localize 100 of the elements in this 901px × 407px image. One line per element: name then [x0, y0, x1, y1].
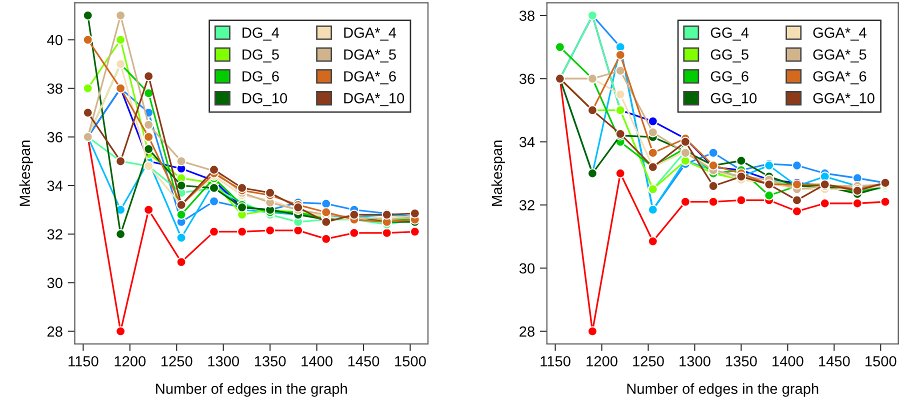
- point: [236, 226, 248, 237]
- legend-label: DG_10: [242, 93, 288, 106]
- point: [792, 160, 802, 171]
- point: [615, 89, 626, 100]
- point: [349, 228, 360, 238]
- point: [176, 180, 186, 191]
- point: [648, 148, 658, 158]
- point: [236, 182, 248, 194]
- x-tick-label: 1150: [68, 356, 98, 366]
- point: [265, 225, 276, 236]
- y-tick-label: 38: [47, 83, 62, 94]
- point: [349, 210, 360, 220]
- x-tick-label: 1250: [162, 356, 192, 366]
- legend-label: DG_4: [242, 28, 280, 41]
- point: [208, 226, 220, 237]
- x-tick-label: 1200: [586, 356, 618, 366]
- point: [176, 232, 186, 243]
- legend-label: GGA*_10: [813, 93, 874, 106]
- x-axis-title: Number of edges in the graph: [156, 383, 347, 397]
- legend-label: DG_5: [242, 49, 279, 62]
- y-tick-label: 30: [47, 278, 62, 288]
- point: [321, 234, 332, 244]
- x-tick-label: 1300: [680, 356, 710, 366]
- point: [615, 168, 626, 178]
- y-tick-label: 36: [519, 74, 534, 84]
- point: [648, 236, 658, 246]
- point: [116, 326, 126, 336]
- point: [144, 204, 154, 215]
- legend-label: GG_10: [710, 93, 757, 106]
- y-tick-label: 34: [47, 180, 63, 191]
- legend-label: DGA*_5: [344, 49, 396, 62]
- point: [293, 225, 304, 236]
- point: [176, 210, 186, 220]
- legend-label: GGA*_4: [813, 28, 866, 41]
- point: [410, 226, 420, 237]
- x-tick-label: 1300: [208, 356, 239, 366]
- point: [764, 190, 774, 201]
- point: [820, 198, 830, 208]
- point: [265, 188, 276, 198]
- point: [82, 10, 93, 21]
- point: [852, 198, 862, 208]
- point: [144, 132, 154, 142]
- legend-label: DGA*_6: [344, 71, 396, 84]
- x-tick-label: 1500: [866, 356, 896, 366]
- y-tick-label: 40: [47, 34, 62, 46]
- point: [708, 148, 718, 158]
- x-tick-label: 1250: [633, 356, 664, 366]
- y-axis-title: Makespan: [491, 140, 505, 206]
- point: [410, 208, 420, 219]
- legend-label: GG_5: [710, 49, 748, 62]
- legend-label: DGA*_10: [344, 93, 404, 106]
- y-tick-label: 30: [519, 263, 535, 274]
- x-tick-label: 1400: [302, 356, 332, 366]
- point: [680, 196, 690, 207]
- y-tick-label: 28: [520, 326, 534, 337]
- x-tick-label: 1400: [772, 356, 804, 366]
- y-tick-label: 32: [47, 229, 62, 240]
- y-tick-label: 34: [519, 136, 535, 148]
- point: [293, 202, 304, 212]
- point: [82, 34, 93, 45]
- point: [615, 66, 626, 76]
- legend-label: DG_6: [242, 71, 279, 84]
- y-axis-title: Makespan: [19, 140, 33, 206]
- legend-label: GG_4: [710, 28, 749, 41]
- point: [176, 256, 186, 268]
- y-tick-label: 36: [47, 132, 62, 142]
- point: [382, 228, 392, 238]
- x-tick-label: 1350: [254, 356, 286, 366]
- point: [587, 326, 598, 336]
- point: [144, 71, 154, 82]
- point: [736, 156, 746, 166]
- x-tick-label: 1350: [726, 356, 757, 366]
- point: [792, 195, 802, 206]
- point: [116, 229, 126, 240]
- legend-label: DGA*_4: [344, 28, 396, 41]
- point: [321, 198, 332, 209]
- point: [554, 42, 565, 52]
- y-tick-label: 38: [519, 10, 534, 21]
- point: [680, 136, 690, 147]
- point: [116, 10, 126, 21]
- x-tick-label: 1200: [114, 356, 146, 366]
- point: [82, 108, 93, 118]
- point: [648, 116, 658, 126]
- y-tick-label: 32: [519, 200, 534, 210]
- point: [615, 50, 626, 60]
- point: [880, 196, 890, 207]
- x-tick-label: 1150: [540, 356, 570, 366]
- point: [648, 127, 658, 138]
- point: [176, 156, 186, 166]
- point: [708, 196, 718, 207]
- legend-label: GGA*_6: [813, 71, 866, 84]
- legend-label: GG_6: [710, 71, 748, 84]
- point: [736, 195, 746, 206]
- point: [144, 120, 154, 130]
- point: [708, 180, 718, 192]
- legend-label: GGA*_5: [813, 49, 866, 62]
- point: [116, 34, 126, 45]
- x-axis-title: Number of edges in the graph: [627, 383, 818, 397]
- point: [792, 206, 802, 216]
- x-tick-label: 1450: [819, 356, 850, 366]
